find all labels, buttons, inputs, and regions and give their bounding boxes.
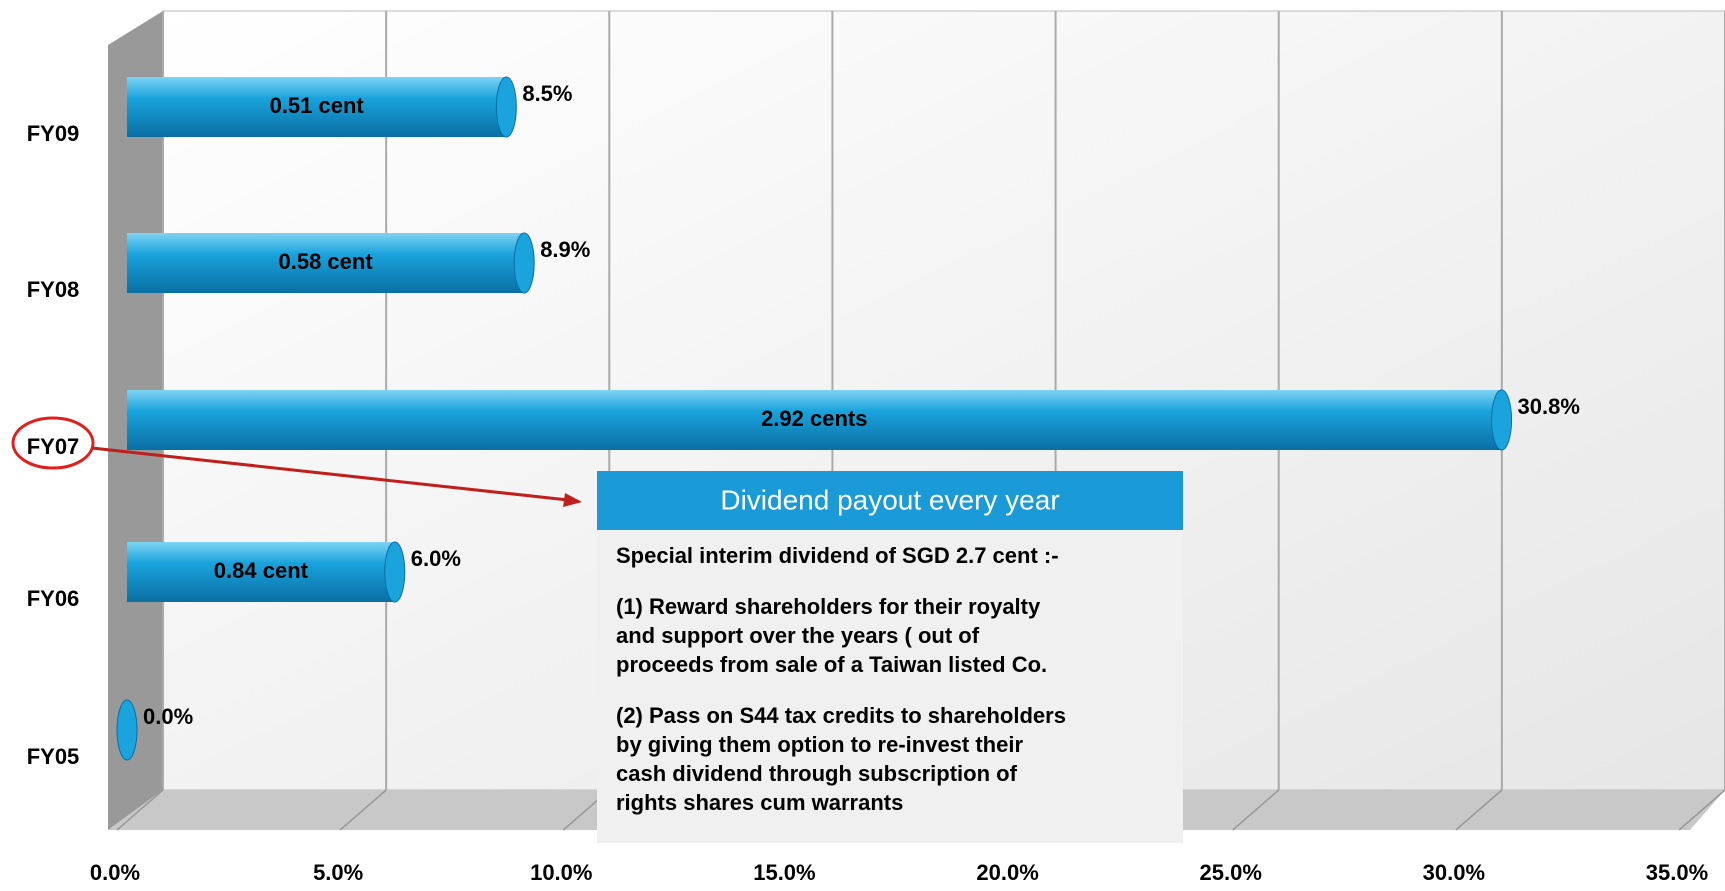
y-tick-label: FY09 xyxy=(27,121,80,146)
y-tick-label: FY07 xyxy=(27,434,80,459)
annotation-box xyxy=(597,471,1183,843)
annotation-line: by giving them option to re-invest their xyxy=(616,732,1023,757)
annotation-line: proceeds from sale of a Taiwan listed Co… xyxy=(616,652,1047,677)
highlight-circle xyxy=(11,416,95,470)
bar-label: 0.84 cent xyxy=(214,558,309,583)
arrow-line xyxy=(91,446,569,502)
bar xyxy=(127,390,1502,450)
x-tick-label: 35.0% xyxy=(1646,860,1708,885)
x-tick-label: 10.0% xyxy=(530,860,592,885)
bar-cap xyxy=(495,76,517,138)
value-label: 0.0% xyxy=(143,704,193,729)
annotation-header xyxy=(597,471,1183,530)
bar xyxy=(127,77,507,137)
bar-cap xyxy=(116,699,138,761)
annotation-line: and support over the years ( out of xyxy=(616,623,980,648)
bar xyxy=(127,233,525,293)
x-tick-label: 0.0% xyxy=(90,860,140,885)
floor-grid-line xyxy=(1678,789,1725,831)
value-label: 8.9% xyxy=(540,237,590,262)
floor-grid-line xyxy=(1232,789,1280,831)
annotation-line: (1) Reward shareholders for their royalt… xyxy=(616,594,1041,619)
annotation-title: Dividend payout every year xyxy=(720,484,1059,515)
value-label: 6.0% xyxy=(411,546,461,571)
y-tick-label: FY08 xyxy=(27,277,80,302)
x-tick-label: 30.0% xyxy=(1423,860,1485,885)
value-label: 30.8% xyxy=(1518,394,1580,419)
bar-label: 0.58 cent xyxy=(279,249,374,274)
bar-cap xyxy=(384,541,406,603)
annotation-line: (2) Pass on S44 tax credits to sharehold… xyxy=(616,703,1066,728)
annotation-line: Special interim dividend of SGD 2.7 cent… xyxy=(616,543,1059,568)
y-tick-label: FY06 xyxy=(27,586,80,611)
arrow-head xyxy=(563,493,582,507)
x-tick-label: 20.0% xyxy=(976,860,1038,885)
floor-grid-line xyxy=(116,789,164,831)
x-tick-label: 15.0% xyxy=(753,860,815,885)
value-label: 8.5% xyxy=(522,81,572,106)
x-tick-label: 25.0% xyxy=(1200,860,1262,885)
bar-label: 2.92 cents xyxy=(761,406,867,431)
bar-label: 0.51 cent xyxy=(270,93,365,118)
annotation-line: cash dividend through subscription of xyxy=(616,761,1018,786)
x-tick-label: 5.0% xyxy=(313,860,363,885)
floor-grid-line xyxy=(339,789,387,831)
y-tick-label: FY05 xyxy=(27,744,80,769)
floor-grid-line xyxy=(1455,789,1503,831)
bar-cap xyxy=(513,232,535,294)
bar-cap xyxy=(1491,389,1513,451)
annotation-line: rights shares cum warrants xyxy=(616,790,903,815)
bar xyxy=(127,542,395,602)
